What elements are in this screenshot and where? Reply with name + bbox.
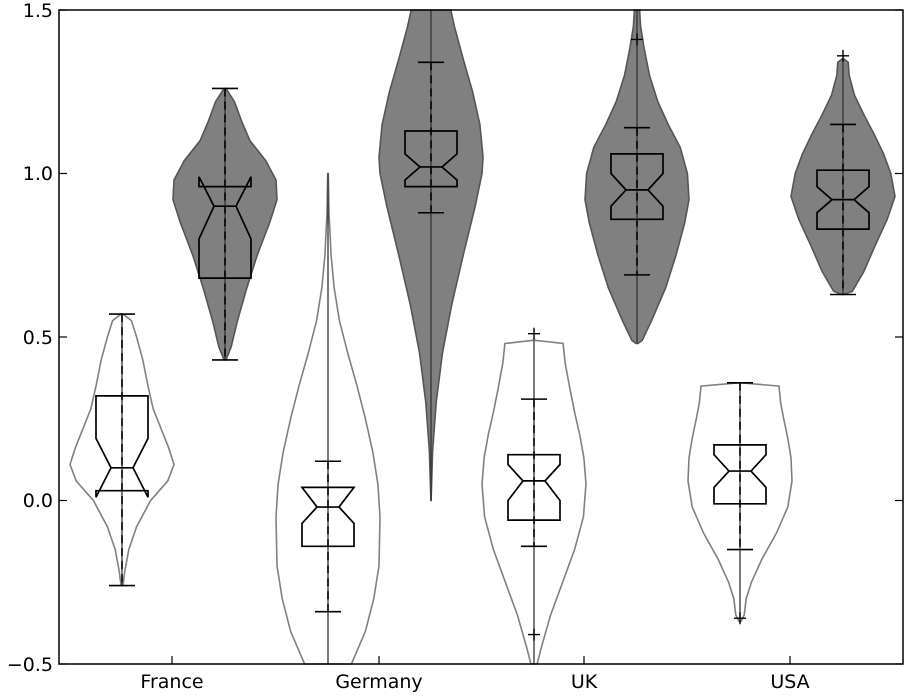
- y-axis: 1.5 1.0 0.5 0.0 −0.5: [7, 0, 903, 676]
- notched-box-dark-uk: [610, 153, 664, 221]
- outlier-marker-dark-usa: [837, 49, 849, 62]
- notched-box-light-germany: [300, 486, 356, 548]
- x-tick-label-uk: UK: [571, 671, 598, 693]
- x-tick-label-germany: Germany: [335, 671, 422, 693]
- notched-box-dark-france: [198, 176, 252, 279]
- plot-area-frame: [58, 9, 904, 665]
- y-tick-label: −0.5: [7, 654, 53, 676]
- notched-box-light-usa: [713, 444, 767, 505]
- outlier-marker-light-uk: [528, 327, 540, 340]
- violin-layer: [69, 9, 896, 665]
- notched-box-light-france: [95, 395, 149, 498]
- outlier-marker-dark-uk: [631, 33, 643, 46]
- notched-box-dark-germany: [404, 130, 458, 188]
- y-tick-label: 0.5: [23, 327, 53, 349]
- y-tick-label: 1.0: [23, 163, 53, 185]
- x-tick-label-france: France: [140, 671, 203, 693]
- box-layer: [95, 33, 870, 641]
- outlier-marker-light-usa: [734, 612, 746, 625]
- x-axis: France Germany UK USA: [140, 656, 810, 693]
- y-tick-label: 0.0: [23, 490, 53, 512]
- outlier-marker-light-uk: [528, 628, 540, 641]
- y-tick-label: 1.5: [23, 0, 53, 22]
- notched-box-dark-usa: [816, 169, 870, 230]
- notched-box-light-uk: [507, 453, 561, 521]
- x-tick-label-usa: USA: [770, 671, 809, 693]
